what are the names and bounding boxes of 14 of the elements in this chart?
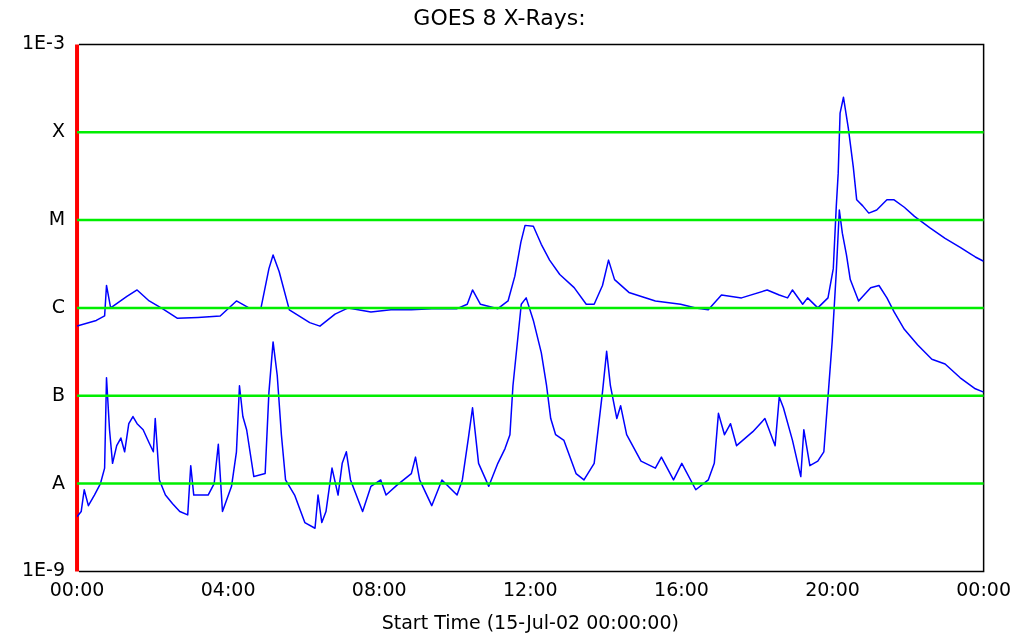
y-tick-label: 1E-3 (21, 31, 66, 54)
y-tick-label: X (52, 119, 66, 142)
chart-title: GOES 8 X-Rays: (413, 4, 586, 30)
x-axis-title: Start Time (15-Jul-02 00:00:00) (381, 610, 679, 633)
y-tick-label: M (48, 207, 66, 229)
x-tick-label: 16:00 (654, 577, 709, 600)
x-tick-label: 04:00 (200, 577, 256, 600)
x-tick-label: 20:00 (805, 577, 860, 600)
y-tick-label: C (51, 294, 66, 317)
x-tick-label: 08:00 (351, 577, 407, 600)
y-tick-label: B (51, 382, 66, 405)
x-tick-label: 00:00 (956, 577, 1012, 600)
x-tick-label: 12:00 (502, 577, 558, 600)
y-tick-label: A (52, 470, 66, 493)
